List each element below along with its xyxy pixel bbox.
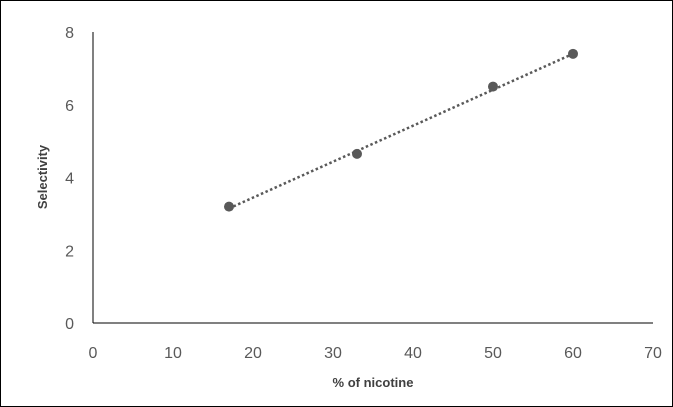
data-point	[224, 201, 234, 212]
x-tick-label: 40	[404, 345, 422, 362]
x-tick-label: 70	[644, 345, 662, 362]
trendline	[228, 52, 574, 210]
x-tick-label: 20	[244, 345, 262, 362]
y-tick-label: 0	[65, 316, 74, 333]
x-tick-label: 50	[484, 345, 502, 362]
x-axis-title: % of nicotine	[333, 375, 414, 390]
y-axis-title: Selectivity	[35, 144, 50, 209]
y-tick-label: 4	[65, 171, 74, 188]
y-tick-label: 2	[65, 243, 74, 260]
y-tick-label: 8	[65, 25, 74, 42]
x-tick-label: 0	[89, 345, 98, 362]
data-point	[568, 48, 578, 59]
x-tick-label: 10	[164, 345, 182, 362]
x-tick-label: 60	[564, 345, 582, 362]
x-tick-label: 30	[324, 345, 342, 362]
data-point	[488, 81, 498, 92]
data-point	[352, 148, 362, 159]
y-tick-label: 6	[65, 98, 74, 115]
